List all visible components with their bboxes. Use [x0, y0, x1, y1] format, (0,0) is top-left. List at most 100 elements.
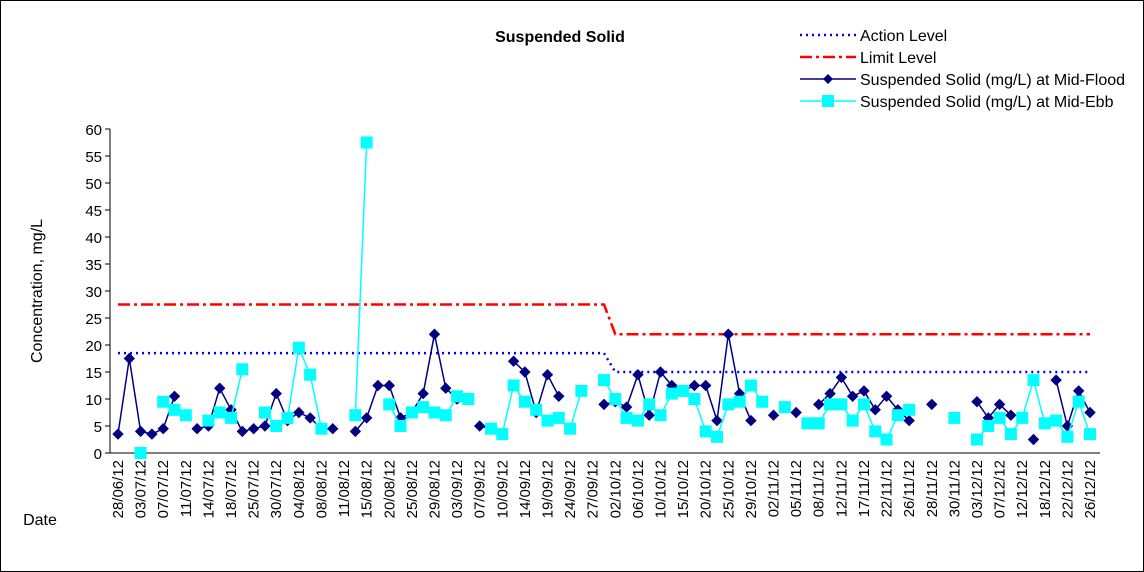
- legend-label: Action Level: [860, 28, 947, 45]
- marker: [394, 420, 407, 432]
- marker: [360, 136, 373, 149]
- marker: [598, 374, 610, 387]
- marker: [1016, 411, 1029, 424]
- marker: [1005, 409, 1017, 421]
- x-tick-label: 07/09/12: [472, 460, 489, 518]
- marker: [880, 390, 893, 403]
- x-tick-label: 07/07/12: [155, 460, 172, 518]
- marker: [179, 409, 192, 422]
- marker: [926, 398, 938, 411]
- marker: [620, 411, 633, 424]
- marker: [360, 412, 373, 424]
- x-tick-label: 11/08/12: [336, 460, 353, 517]
- marker: [1050, 414, 1063, 427]
- y-tick-label: 35: [85, 257, 102, 274]
- x-tick-label: 08/08/12: [313, 460, 330, 518]
- marker: [609, 393, 622, 405]
- x-tick-label: 18/07/12: [223, 460, 240, 518]
- marker: [880, 433, 893, 446]
- x-tick-label: 28/11/12: [924, 460, 941, 517]
- x-tick-label: 10/10/12: [653, 460, 670, 518]
- marker: [745, 414, 757, 427]
- legend-label: Limit Level: [860, 50, 936, 67]
- marker: [157, 422, 169, 435]
- marker: [496, 428, 509, 441]
- marker: [869, 404, 881, 416]
- marker: [428, 328, 441, 340]
- marker: [711, 414, 723, 427]
- marker: [507, 355, 520, 367]
- x-tick-label: 29/08/12: [426, 460, 443, 518]
- marker: [157, 395, 170, 408]
- marker: [451, 390, 464, 403]
- x-tick-label: 25/08/12: [404, 460, 421, 518]
- marker: [733, 395, 746, 408]
- x-tick-label: 02/10/12: [607, 460, 624, 518]
- marker: [293, 406, 305, 419]
- marker: [654, 409, 667, 422]
- marker: [236, 363, 249, 376]
- marker: [699, 425, 712, 438]
- x-tick-label: 12/12/12: [1014, 460, 1031, 518]
- marker: [812, 417, 825, 430]
- x-tick-label: 25/10/12: [720, 460, 737, 518]
- marker: [801, 417, 814, 430]
- marker: [225, 411, 238, 424]
- marker: [722, 398, 735, 411]
- marker: [1061, 430, 1074, 443]
- marker: [383, 379, 395, 392]
- x-tick-label: 30/11/12: [946, 460, 963, 517]
- x-tick-label: 29/10/12: [743, 460, 760, 518]
- marker: [541, 368, 554, 381]
- marker: [315, 422, 328, 435]
- x-tick-label: 11/07/12: [178, 460, 195, 517]
- y-tick-label: 0: [94, 446, 102, 463]
- x-tick-label: 22/11/12: [879, 460, 896, 517]
- marker: [677, 384, 690, 397]
- marker: [349, 409, 362, 422]
- marker: [564, 422, 577, 435]
- y-tick-label: 25: [85, 311, 102, 328]
- x-tick-label: 26/12/12: [1082, 460, 1099, 518]
- x-tick-label: 15/10/12: [675, 460, 692, 518]
- marker: [858, 385, 870, 397]
- marker: [970, 433, 983, 446]
- marker: [247, 422, 260, 435]
- y-tick-label: 15: [85, 365, 102, 382]
- marker: [123, 352, 136, 365]
- y-tick-label: 50: [85, 176, 102, 193]
- y-tick-label: 20: [85, 338, 102, 355]
- marker: [191, 422, 203, 435]
- x-tick-label: 07/12/12: [992, 460, 1009, 518]
- marker: [632, 368, 644, 381]
- marker: [857, 398, 870, 411]
- y-axis-label: Concentration, mg/L: [29, 219, 46, 363]
- x-tick-label: 12/11/12: [833, 460, 850, 517]
- marker: [552, 411, 565, 424]
- x-tick-label: 14/07/12: [200, 460, 217, 518]
- marker: [202, 414, 215, 427]
- series-line: [118, 351, 1090, 374]
- marker: [440, 382, 452, 394]
- marker: [869, 425, 882, 438]
- marker: [688, 393, 701, 405]
- marker: [292, 341, 305, 354]
- marker: [982, 420, 995, 432]
- marker: [643, 409, 655, 421]
- marker: [519, 366, 531, 378]
- x-tick-label: 27/09/12: [585, 460, 602, 518]
- marker: [993, 411, 1006, 424]
- marker: [1072, 395, 1085, 408]
- marker: [891, 409, 904, 422]
- marker: [236, 425, 249, 438]
- marker: [1004, 428, 1017, 441]
- marker: [688, 379, 701, 392]
- y-tick-label: 5: [94, 419, 102, 436]
- marker: [993, 398, 1006, 411]
- marker: [281, 411, 294, 424]
- marker: [654, 366, 667, 378]
- x-tick-label: 02/11/12: [766, 460, 783, 517]
- marker: [767, 409, 780, 421]
- marker: [1027, 433, 1040, 446]
